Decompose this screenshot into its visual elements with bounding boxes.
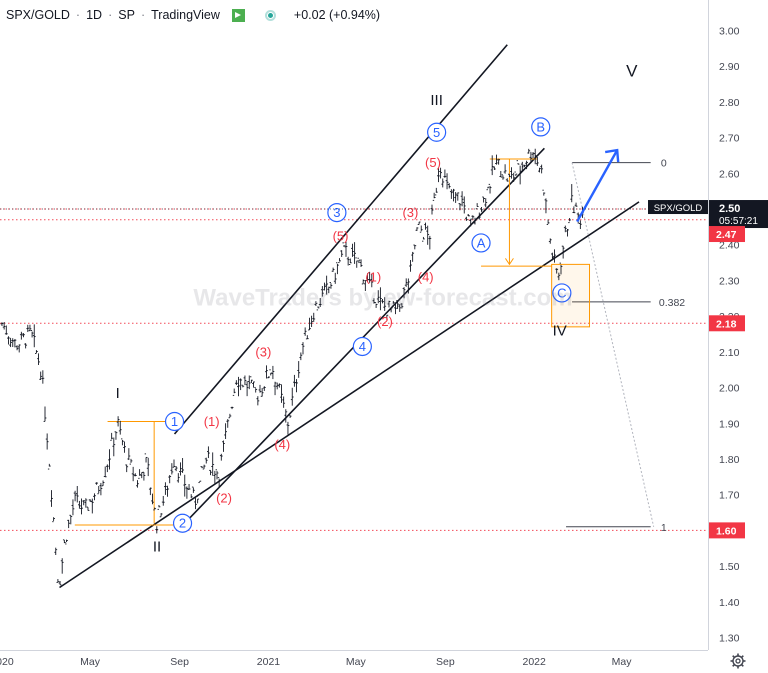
live-status-icon[interactable] xyxy=(264,9,276,21)
wave-label-text: A xyxy=(477,235,486,250)
y-tick-label: 2.80 xyxy=(719,97,740,109)
separator-dot: · xyxy=(140,8,146,22)
wave-label-circle xyxy=(352,336,372,357)
y-tick-label: 3.00 xyxy=(719,26,740,38)
wave-label-text: 3 xyxy=(333,205,340,220)
fib-label-mid: 0.382 xyxy=(659,297,685,309)
level-badge xyxy=(709,522,745,539)
source-label: TradingView xyxy=(151,8,220,22)
y-tick-label: 1.50 xyxy=(719,561,740,573)
x-tick-label: May xyxy=(80,656,101,668)
settings-gear-icon[interactable] xyxy=(730,653,746,669)
wave-label-text: B xyxy=(536,119,545,134)
y-tick-label: 2.00 xyxy=(719,383,740,395)
fib-label-one: 1 xyxy=(661,522,667,534)
wave-label-text: (1) xyxy=(204,414,220,429)
symbol-name[interactable]: SPX/GOLD xyxy=(6,8,70,22)
wave-label-text: V xyxy=(626,62,638,81)
y-tick-label: 1.30 xyxy=(719,633,740,645)
fib-trend-connector xyxy=(571,162,655,527)
wave-label-text: (1) xyxy=(365,269,381,284)
level-badge-label: 1.60 xyxy=(716,525,737,537)
price-symbol-label: SPX/GOLD xyxy=(654,203,703,214)
y-tick-label: 2.10 xyxy=(719,347,740,359)
price-symbol-box xyxy=(648,200,708,215)
wave-label-circle xyxy=(552,283,572,303)
x-tick-label: Sep xyxy=(170,656,189,668)
wave-label-circle xyxy=(172,513,193,533)
wave-label-text: (4) xyxy=(418,269,434,284)
x-tick-label: 2021 xyxy=(257,656,281,668)
wave-label-text: (2) xyxy=(216,491,232,506)
projection-arrow xyxy=(576,149,619,223)
x-tick-label: 2020 xyxy=(0,656,14,668)
wave-label-circle xyxy=(531,117,551,137)
watermark-text: WaveTraders by ew-forecast.com xyxy=(193,284,572,311)
y-tick-label: 1.80 xyxy=(719,454,740,466)
x-tick-label: 2022 xyxy=(523,656,547,668)
price-change: +0.02 (+0.94%) xyxy=(293,8,381,22)
wave-label-text: (3) xyxy=(402,205,418,220)
y-tick-label: 2.70 xyxy=(719,133,740,145)
wave-label-text: I xyxy=(116,385,120,402)
wave-label-circle xyxy=(471,233,491,253)
level-badge-label: 2.47 xyxy=(716,229,737,241)
wave-label-text: (5) xyxy=(333,228,349,243)
wave-label-text: (4) xyxy=(274,437,290,452)
separator-dot: · xyxy=(75,8,81,22)
y-tick-label: 1.90 xyxy=(719,418,740,430)
wave-label-circle xyxy=(164,411,185,432)
price-axis-box xyxy=(709,200,768,229)
y-tick-label: 2.30 xyxy=(719,275,740,287)
y-tick-label: 1.40 xyxy=(719,597,740,609)
bar-countdown: 05:57:21 xyxy=(719,216,758,227)
x-tick-label: May xyxy=(346,656,367,668)
wave-label-text: 2 xyxy=(179,516,186,531)
wave-label-text: 4 xyxy=(359,339,366,354)
wave-label-text: (2) xyxy=(377,314,393,329)
chart-legend-header: SPX/GOLD · 1D · SP · TradingView +0.02 (… xyxy=(6,4,380,26)
y-tick-label: 2.40 xyxy=(719,240,740,252)
level-badge xyxy=(709,226,745,243)
trend-line xyxy=(173,44,508,435)
exchange-label: SP xyxy=(118,8,135,22)
y-tick-label: 2.90 xyxy=(719,61,740,73)
wave-label-text: (5) xyxy=(425,155,441,170)
wave-label-text: 5 xyxy=(433,125,440,140)
trend-line xyxy=(184,147,545,524)
y-tick-label: 2.60 xyxy=(719,168,740,180)
interval-label[interactable]: 1D xyxy=(86,8,103,22)
level-badge xyxy=(709,315,745,332)
wave-label-text: III xyxy=(430,92,443,109)
wave-label-text: (3) xyxy=(255,344,271,359)
market-open-flag-icon[interactable] xyxy=(231,8,245,22)
level-badge-label: 2.18 xyxy=(716,318,737,330)
wave-label-circle xyxy=(427,122,447,142)
fib-label-zero: 0 xyxy=(661,158,667,170)
wave-label-text: II xyxy=(153,538,161,555)
wave-label-text: 1 xyxy=(171,414,178,429)
y-tick-label: 1.70 xyxy=(719,490,740,502)
wave-label-text: C xyxy=(557,285,566,300)
wave-label-circle xyxy=(327,203,347,223)
x-tick-label: Sep xyxy=(436,656,455,668)
x-tick-label: May xyxy=(612,656,633,668)
wave-label-text: IV xyxy=(553,322,567,339)
separator-dot: · xyxy=(108,8,113,22)
abc-measure-arrowhead xyxy=(505,258,514,266)
projection-arrow-head xyxy=(604,148,620,163)
current-price-value: 2.50 xyxy=(719,203,740,215)
